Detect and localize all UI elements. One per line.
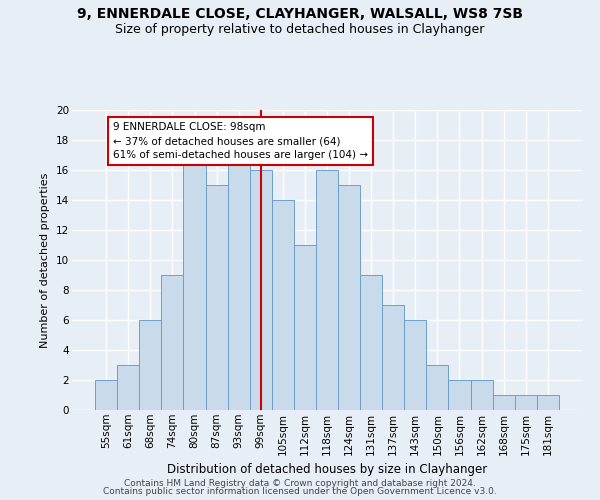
Bar <box>227 155 250 410</box>
Bar <box>294 245 316 410</box>
Text: 9, ENNERDALE CLOSE, CLAYHANGER, WALSALL, WS8 7SB: 9, ENNERDALE CLOSE, CLAYHANGER, WALSALL,… <box>77 8 523 22</box>
Bar <box>95 380 117 410</box>
Bar <box>206 185 227 410</box>
Text: Contains HM Land Registry data © Crown copyright and database right 2024.: Contains HM Land Registry data © Crown c… <box>124 478 476 488</box>
Text: Contains public sector information licensed under the Open Government Licence v3: Contains public sector information licen… <box>103 487 497 496</box>
Bar <box>250 170 272 410</box>
Bar <box>427 365 448 410</box>
Bar <box>338 185 360 410</box>
Bar <box>117 365 139 410</box>
Bar <box>493 395 515 410</box>
Bar <box>184 155 206 410</box>
Bar <box>404 320 427 410</box>
Bar <box>272 200 294 410</box>
Bar <box>139 320 161 410</box>
Bar <box>470 380 493 410</box>
Text: 9 ENNERDALE CLOSE: 98sqm
← 37% of detached houses are smaller (64)
61% of semi-d: 9 ENNERDALE CLOSE: 98sqm ← 37% of detach… <box>113 122 368 160</box>
X-axis label: Distribution of detached houses by size in Clayhanger: Distribution of detached houses by size … <box>167 463 487 476</box>
Bar <box>161 275 184 410</box>
Bar <box>448 380 470 410</box>
Y-axis label: Number of detached properties: Number of detached properties <box>40 172 50 348</box>
Bar <box>316 170 338 410</box>
Bar <box>382 305 404 410</box>
Text: Size of property relative to detached houses in Clayhanger: Size of property relative to detached ho… <box>115 22 485 36</box>
Bar <box>360 275 382 410</box>
Bar <box>537 395 559 410</box>
Bar <box>515 395 537 410</box>
